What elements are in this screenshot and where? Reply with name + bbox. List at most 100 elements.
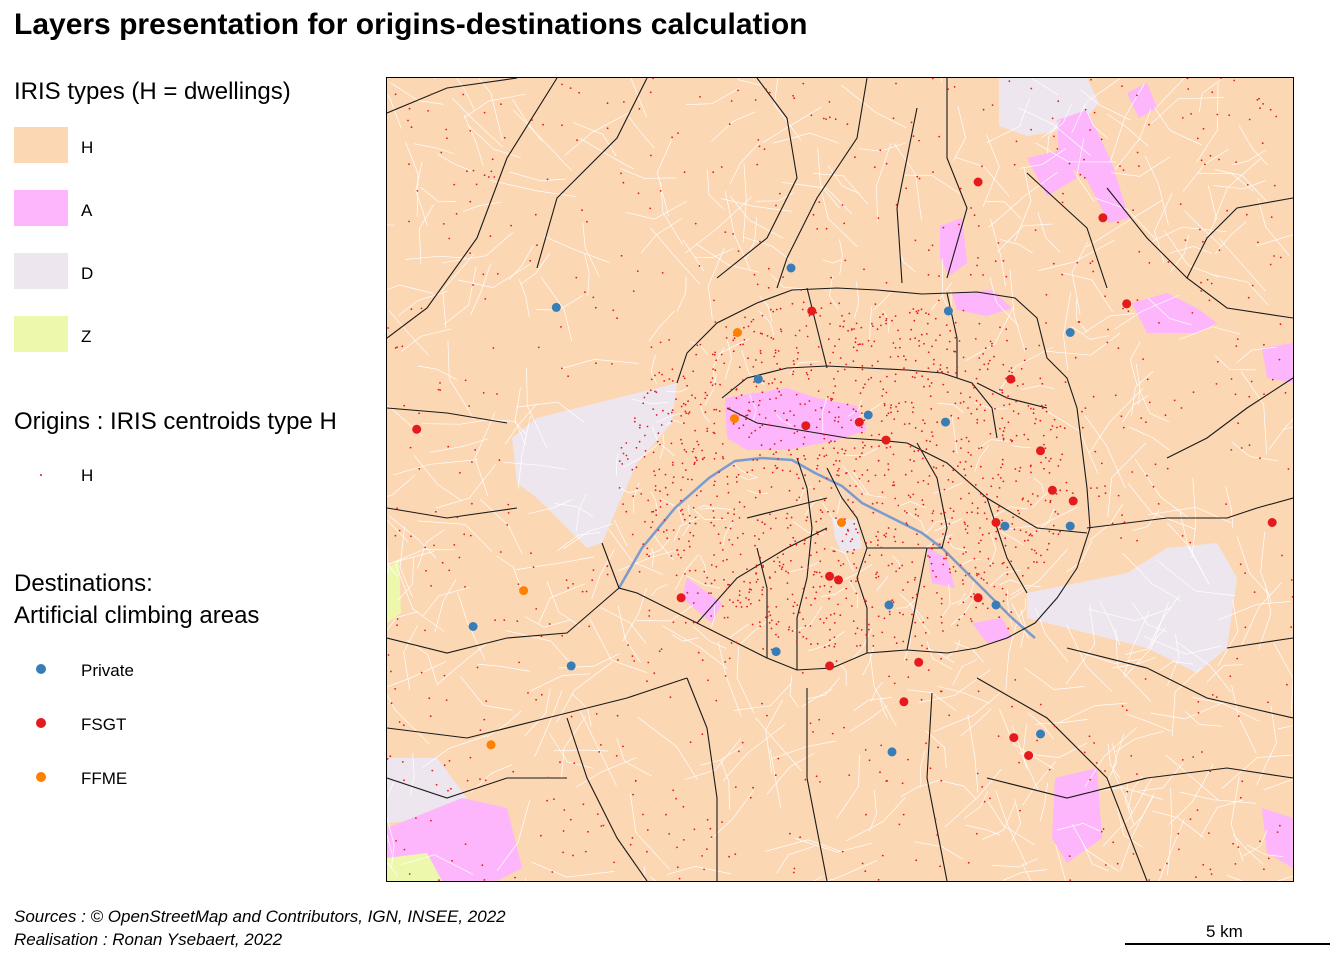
- origin-centroid: [1114, 394, 1117, 397]
- destination-point-fsgt: [412, 424, 422, 434]
- iris-boundary-line: [417, 365, 458, 381]
- origin-centroid: [651, 511, 653, 513]
- origin-centroid: [930, 562, 933, 565]
- origin-centroid: [1033, 561, 1035, 563]
- origin-centroid: [979, 403, 982, 406]
- iris-boundary-line: [387, 694, 430, 745]
- origin-centroid: [769, 308, 772, 311]
- origin-centroid: [868, 623, 870, 626]
- origin-centroid: [453, 544, 456, 546]
- origin-centroid: [856, 645, 858, 647]
- origin-centroid: [779, 192, 781, 195]
- origin-centroid: [1235, 345, 1238, 347]
- destination-point-fsgt: [801, 421, 811, 431]
- origin-centroid: [829, 302, 832, 305]
- origin-centroid: [864, 870, 867, 873]
- origin-centroid: [839, 564, 842, 567]
- origin-centroid: [833, 378, 835, 380]
- iris-boundary-line: [1168, 764, 1214, 825]
- origin-centroid: [644, 434, 646, 437]
- origin-centroid: [1002, 430, 1005, 433]
- origin-centroid: [683, 549, 685, 552]
- origin-centroid: [726, 475, 729, 478]
- origin-centroid: [986, 518, 988, 520]
- origin-centroid: [964, 460, 967, 463]
- origin-centroid: [889, 356, 892, 358]
- origin-centroid: [416, 190, 419, 192]
- origin-centroid: [867, 480, 870, 483]
- origin-centroid: [693, 463, 696, 466]
- origin-centroid: [586, 220, 588, 223]
- origin-centroid: [1136, 151, 1139, 154]
- origin-centroid: [793, 425, 796, 427]
- origin-centroid: [407, 119, 409, 122]
- iris-boundary-line: [387, 611, 419, 631]
- origin-centroid: [702, 458, 704, 461]
- origin-centroid: [649, 207, 652, 210]
- iris-boundary-line: [1164, 230, 1220, 278]
- iris-boundary-line: [733, 683, 791, 711]
- origin-centroid: [1043, 443, 1045, 446]
- iris-boundary-line: [894, 143, 922, 221]
- origin-centroid: [837, 559, 840, 562]
- iris-boundary-line: [1127, 483, 1197, 530]
- legend-label-fsgt: FSGT: [81, 715, 127, 734]
- origin-centroid: [852, 620, 855, 622]
- origin-centroid: [703, 570, 706, 573]
- origin-centroid: [496, 393, 498, 395]
- origin-centroid: [932, 569, 934, 572]
- origin-centroid: [398, 721, 401, 723]
- origin-centroid: [822, 447, 825, 450]
- origin-centroid: [975, 832, 978, 835]
- origin-centroid: [655, 509, 657, 512]
- origin-centroid: [780, 568, 783, 570]
- origin-centroid: [451, 859, 453, 862]
- origin-centroid: [1251, 284, 1254, 287]
- origin-centroid: [738, 590, 741, 592]
- origin-centroid: [881, 502, 884, 505]
- origin-centroid: [877, 459, 880, 462]
- origin-centroid: [928, 547, 931, 549]
- origin-centroid: [891, 599, 894, 602]
- origin-centroid: [1209, 868, 1212, 871]
- iris-boundary-line: [951, 415, 958, 454]
- iris-boundary-line: [950, 600, 974, 626]
- iris-boundary-line: [730, 196, 784, 239]
- origin-centroid: [946, 391, 949, 393]
- origin-centroid: [651, 521, 654, 523]
- origin-centroid: [918, 177, 921, 180]
- origin-centroid: [743, 505, 746, 508]
- iris-boundary-line: [764, 839, 842, 853]
- iris-boundary-line: [862, 646, 874, 676]
- map-frame[interactable]: [386, 77, 1294, 882]
- origin-centroid: [951, 481, 954, 483]
- origin-centroid: [1014, 546, 1017, 548]
- origin-centroid: [877, 878, 880, 881]
- origin-centroid: [842, 563, 845, 565]
- iris-boundary-line: [1191, 478, 1197, 558]
- origin-centroid: [1145, 421, 1147, 424]
- origin-centroid: [745, 597, 747, 599]
- origin-centroid: [881, 491, 884, 494]
- origin-centroid: [711, 377, 714, 379]
- origin-centroid: [512, 770, 515, 773]
- origin-centroid: [922, 479, 925, 482]
- map-canvas[interactable]: [387, 78, 1293, 881]
- origin-centroid: [450, 787, 452, 790]
- origin-centroid: [1007, 395, 1010, 397]
- origin-centroid: [410, 535, 412, 538]
- origin-centroid: [1028, 534, 1031, 537]
- origin-centroid: [867, 628, 870, 631]
- origin-centroid: [562, 851, 564, 854]
- origin-centroid: [712, 171, 715, 174]
- origin-centroid: [766, 714, 768, 717]
- origin-centroid: [833, 622, 836, 624]
- origin-centroid: [945, 557, 947, 560]
- iris-boundary-line: [653, 534, 674, 561]
- iris-boundary-line: [1122, 552, 1182, 602]
- origin-centroid: [955, 440, 958, 442]
- origin-centroid: [933, 358, 935, 361]
- iris-boundary-line: [684, 738, 742, 781]
- origin-centroid: [683, 422, 685, 424]
- origin-centroid: [1107, 328, 1109, 331]
